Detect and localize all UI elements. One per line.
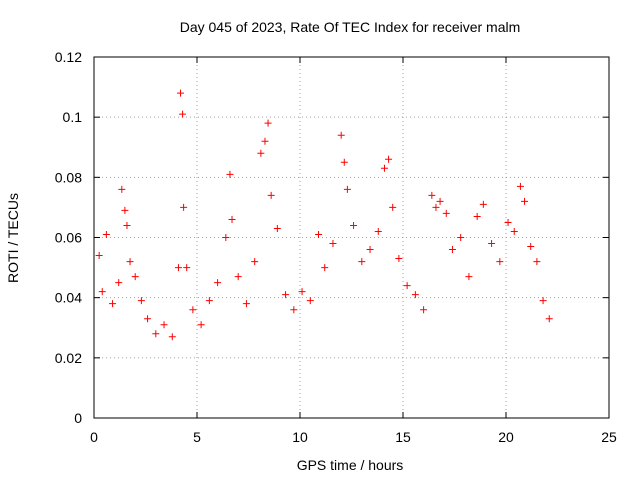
data-point — [189, 306, 197, 314]
data-point — [261, 137, 269, 145]
data-point — [533, 258, 541, 266]
data-point — [98, 288, 106, 296]
data-point — [214, 279, 222, 287]
data-point — [436, 197, 444, 205]
data-point — [228, 215, 236, 223]
data-point — [177, 89, 185, 97]
data-point — [428, 191, 436, 199]
data-point — [395, 255, 403, 263]
data-point — [385, 155, 393, 163]
x-tick-label: 15 — [395, 429, 411, 445]
data-point — [123, 221, 131, 229]
data-point — [527, 243, 535, 251]
data-point — [115, 279, 123, 287]
data-point — [510, 227, 518, 235]
data-point — [183, 264, 191, 272]
x-tick-label: 0 — [90, 429, 98, 445]
y-tick-label: 0.1 — [63, 109, 83, 125]
data-point — [479, 200, 487, 208]
data-point — [457, 234, 465, 241]
data-point — [521, 197, 529, 205]
data-point — [358, 258, 366, 266]
x-tick-label: 10 — [292, 429, 308, 445]
data-point — [109, 300, 117, 308]
data-point — [160, 321, 168, 329]
data-point — [290, 306, 298, 314]
data-point — [442, 209, 450, 217]
data-point — [389, 203, 397, 211]
data-point — [306, 297, 314, 305]
data-point — [374, 227, 382, 235]
data-point — [179, 110, 187, 118]
axis-ticks: 0 5 10 15 20 25 0 0.02 0.04 0.06 0.08 0.1 0.12 — [55, 49, 617, 445]
grid-lines — [94, 57, 609, 418]
data-point — [174, 264, 182, 272]
data-point — [137, 297, 145, 305]
data-point — [267, 191, 275, 199]
data-point — [448, 246, 456, 254]
data-point — [226, 170, 234, 178]
data-point — [350, 221, 358, 229]
data-point — [340, 158, 348, 166]
data-point — [168, 333, 176, 341]
data-point — [366, 246, 374, 254]
data-point — [180, 203, 188, 211]
data-point — [264, 119, 272, 127]
data-point — [118, 185, 126, 193]
data-point — [282, 291, 290, 299]
data-point — [403, 282, 411, 290]
data-point — [197, 321, 205, 329]
data-point — [504, 218, 512, 226]
data-point — [545, 315, 553, 323]
data-point — [205, 297, 213, 305]
x-tick-label: 20 — [498, 429, 514, 445]
data-point — [380, 164, 388, 172]
data-point — [411, 291, 419, 299]
data-point — [144, 315, 152, 323]
data-point — [315, 230, 323, 238]
data-point — [234, 273, 242, 281]
y-tick-label: 0.08 — [55, 169, 82, 185]
y-tick-label: 0 — [74, 410, 82, 426]
y-tick-label: 0.02 — [55, 350, 82, 366]
data-point — [329, 240, 337, 248]
chart-title: Day 045 of 2023, Rate Of TEC Index for r… — [180, 19, 521, 35]
data-point — [251, 258, 259, 266]
data-point — [222, 234, 230, 241]
y-tick-label: 0.06 — [55, 230, 82, 246]
data-point — [242, 300, 250, 308]
data-point — [273, 224, 281, 232]
data-point — [465, 273, 473, 281]
y-tick-label: 0.12 — [55, 49, 82, 65]
data-point — [298, 288, 306, 296]
data-point — [420, 306, 428, 314]
data-point — [432, 203, 440, 211]
x-tick-label: 25 — [601, 429, 617, 445]
x-axis-label: GPS time / hours — [297, 457, 404, 473]
data-point — [473, 212, 481, 220]
x-tick-label: 5 — [193, 429, 201, 445]
data-point — [126, 258, 134, 266]
data-point — [131, 273, 139, 281]
data-point — [121, 206, 129, 214]
data-point — [337, 131, 345, 139]
data-point — [539, 297, 547, 305]
data-point — [152, 330, 160, 338]
data-point — [257, 149, 265, 157]
data-point — [516, 182, 524, 190]
data-point — [488, 240, 496, 248]
y-tick-label: 0.04 — [55, 290, 82, 306]
data-point — [102, 230, 110, 238]
data-point — [343, 185, 351, 193]
data-point — [496, 258, 504, 266]
data-point — [321, 264, 329, 272]
data-point — [95, 252, 103, 260]
y-axis-label: ROTI / TECUs — [5, 193, 21, 283]
data-points — [95, 89, 553, 341]
